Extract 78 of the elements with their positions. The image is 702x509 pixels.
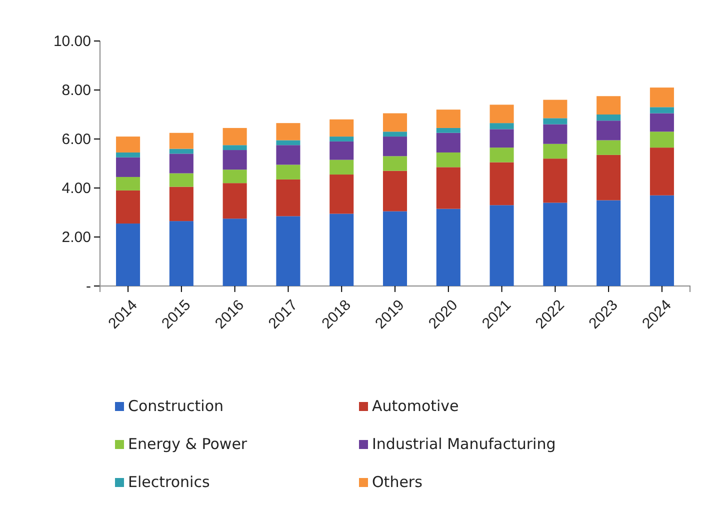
bar [330,136,354,142]
bar [596,200,621,286]
bar [222,128,247,146]
bar [276,164,300,180]
bar [596,114,621,121]
legend-label: Automotive [372,397,459,415]
legend-label: Energy & Power [128,435,248,453]
bar [222,183,247,219]
bar [116,224,140,286]
bar [436,208,460,286]
bar [436,110,460,128]
bar [116,152,140,158]
bar [543,124,568,144]
bar [490,162,514,206]
y-tick-label: 10.00 [53,32,91,50]
bar [382,211,408,286]
bar [116,157,140,177]
bar [436,152,460,168]
bar [330,214,354,286]
bar [436,132,460,152]
bar [650,195,674,286]
bar [222,218,247,286]
bar [330,119,354,137]
bar [222,145,247,150]
bar [436,167,460,209]
bar [276,216,300,286]
y-tick-label: 2.00 [62,228,91,246]
bar [276,145,300,165]
bar [222,150,247,170]
bar [650,88,674,108]
bar [382,132,408,137]
bar [650,132,674,148]
bar [169,148,194,154]
bar [169,154,194,174]
legend-label: Others [372,473,423,491]
bar [650,113,674,132]
bar [382,156,408,171]
bar [169,173,194,187]
bar [490,123,514,130]
legend-label: Electronics [128,473,210,491]
bar [169,186,194,222]
bar [543,118,568,124]
bar [276,140,300,146]
y-tick-label: 8.00 [62,82,91,99]
bar [650,107,674,114]
bar [382,113,408,132]
bar [596,140,621,155]
bar [543,144,568,159]
bar [276,123,300,140]
bar [116,190,140,224]
y-tick-label: - [86,278,91,295]
bar [116,136,140,152]
bar [330,160,354,175]
bar [490,205,514,286]
legend-label: Industrial Manufacturing [372,435,556,453]
bar [543,202,568,286]
bar [330,141,354,160]
bar [222,170,247,184]
y-tick-label: 4.00 [62,180,91,197]
bar [116,176,140,190]
bar [382,170,408,212]
bar [490,148,514,162]
bar [490,129,514,148]
legend-label: Construction [128,397,224,415]
bar [596,154,621,200]
bar [543,158,568,203]
bar [382,136,408,156]
bar [276,179,300,216]
bar [169,132,194,149]
bar [596,120,621,140]
bar [650,148,674,196]
bar [330,174,354,214]
bar [436,128,460,133]
y-tick-label: 6.00 [62,130,91,148]
bar [490,104,514,124]
bar [169,221,194,286]
bar [596,96,621,114]
bar [543,100,568,118]
